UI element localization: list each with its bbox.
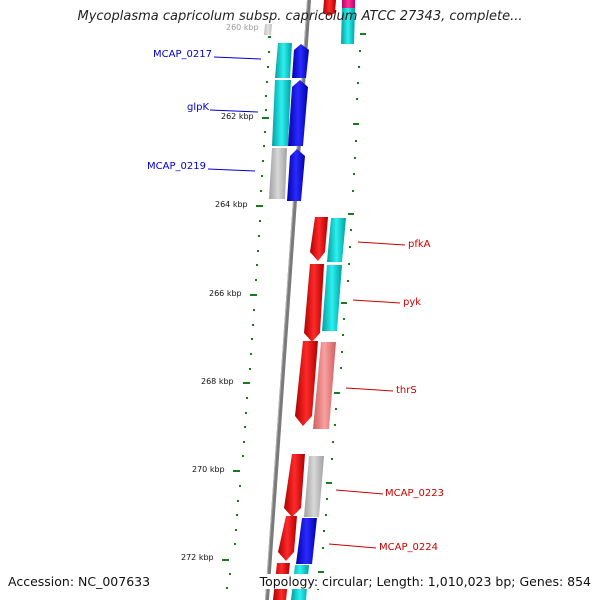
gene-label-pfkA[interactable]: pfkA [408,239,431,250]
tick-label-262: 262 kbp [221,112,254,121]
gene-MCAP_0219[interactable] [269,148,305,201]
tick-label-268: 268 kbp [201,377,234,386]
gene-pfkA[interactable] [310,217,346,262]
gene-label-MCAP_0223[interactable]: MCAP_0223 [385,488,444,499]
gene-MCAP_0223[interactable] [284,454,324,517]
gene-pyk[interactable] [304,264,342,342]
chart-title: Mycoplasma capricolum subsp. capricolum … [77,9,523,24]
right-leader-lines [328,241,406,549]
gene-thrS[interactable] [295,341,336,429]
tick-label-270: 270 kbp [192,465,225,474]
gene-label-pyk[interactable]: pyk [403,297,422,308]
tick-label-260: 260 kbp [226,23,259,32]
gene-top-magenta[interactable] [342,0,355,8]
gene-label-MCAP_0219[interactable]: MCAP_0219 [147,161,206,172]
gene-MCAP_0224[interactable] [278,516,317,564]
gene-top-gray[interactable] [264,24,272,35]
gene-glpK[interactable] [272,80,308,146]
tick-label-266: 266 kbp [209,289,242,298]
gene-label-MCAP_0224[interactable]: MCAP_0224 [379,542,438,553]
gene-label-MCAP_0217[interactable]: MCAP_0217 [153,49,212,60]
gene-top-cyan[interactable] [341,8,355,44]
accession-label: Accession: NC_007633 [8,574,151,589]
gene-label-thrS[interactable]: thrS [396,385,417,396]
topology-label: Topology: circular; Length: 1,010,023 bp… [259,574,591,589]
gene-MCAP_0217[interactable] [275,43,309,78]
gene-label-glpK[interactable]: glpK [187,102,210,113]
left-scale-ticks [222,36,271,589]
gene-top-red[interactable] [323,0,336,16]
tick-label-264: 264 kbp [215,200,248,209]
tick-label-272: 272 kbp [181,553,214,562]
left-leader-lines [207,56,262,172]
right-scale-ticks [317,33,366,590]
